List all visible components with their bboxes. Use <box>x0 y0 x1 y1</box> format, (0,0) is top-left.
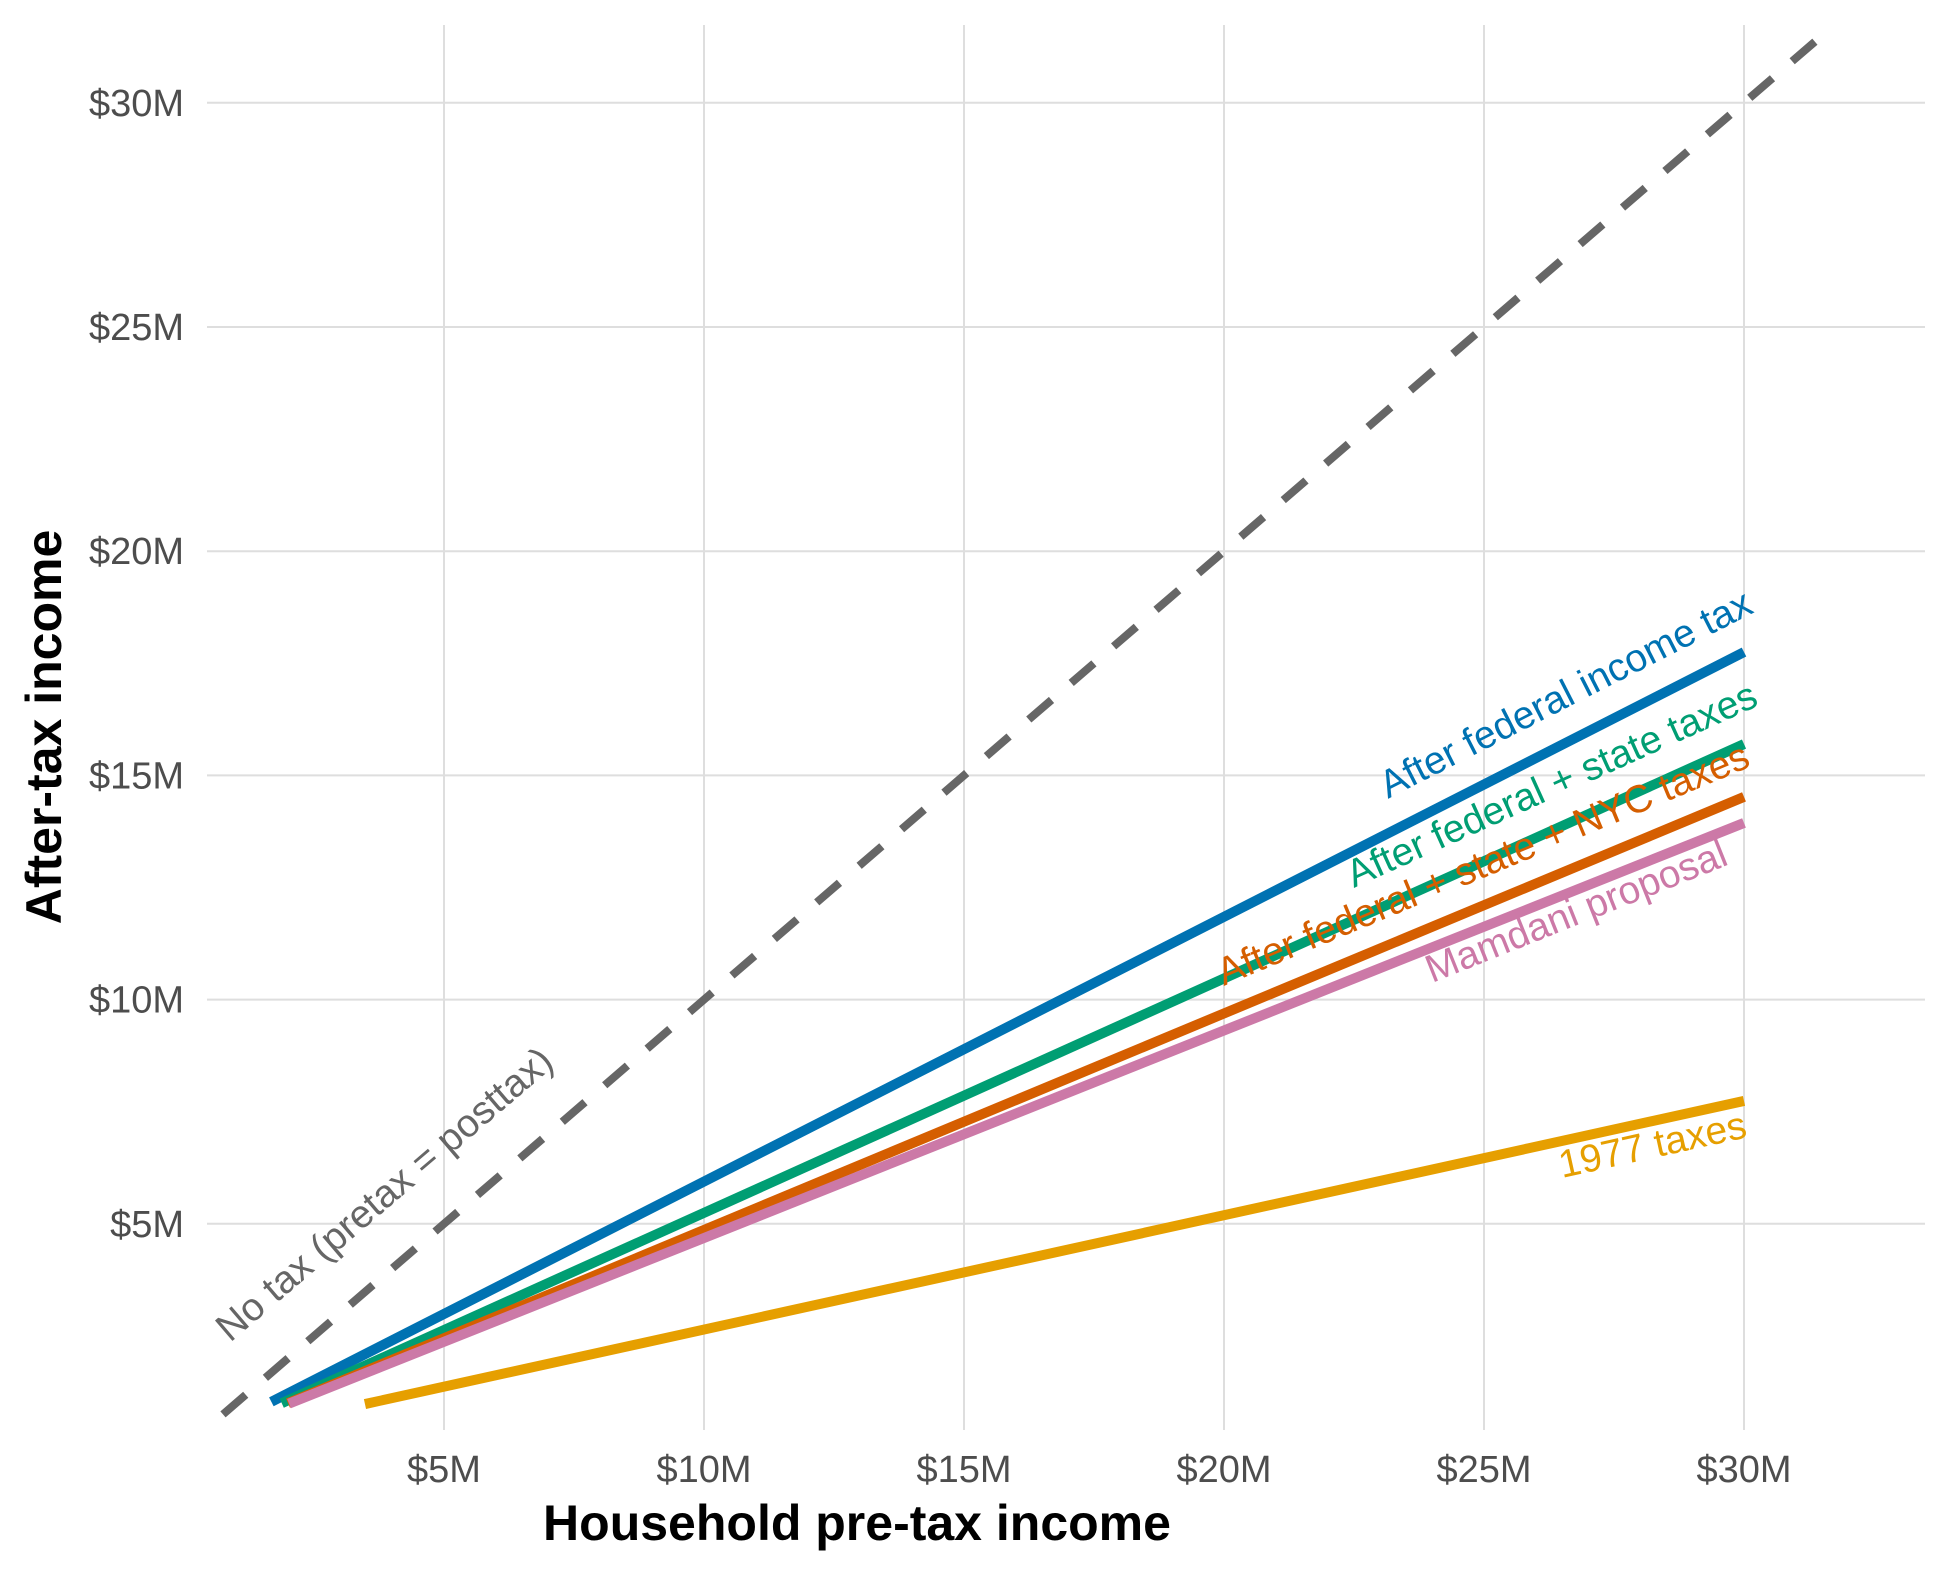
series-lines <box>220 32 1825 1418</box>
y-axis-ticks: $5M $10M $15M $20M $25M $30M <box>89 83 184 1246</box>
y-tick-label: $20M <box>89 531 184 573</box>
y-tick-label: $15M <box>89 755 184 797</box>
series-labels: No tax (pretax = posttax)After federal i… <box>208 581 1764 1349</box>
x-tick-label: $10M <box>656 1449 751 1491</box>
series-line <box>287 818 1746 1409</box>
x-tick-label: $30M <box>1696 1449 1791 1491</box>
y-tick-label: $10M <box>89 980 184 1022</box>
y-tick-label: $25M <box>89 307 184 349</box>
series-line <box>269 647 1747 1407</box>
y-axis-title: After-tax income <box>16 530 72 925</box>
series-line <box>220 32 1825 1418</box>
x-tick-label: $25M <box>1436 1449 1531 1491</box>
y-tick-label: $5M <box>110 1204 184 1246</box>
x-tick-label: $15M <box>916 1449 1011 1491</box>
x-tick-label: $5M <box>407 1449 481 1491</box>
gridlines <box>207 25 1925 1430</box>
x-axis-title: Household pre-tax income <box>543 1495 1171 1551</box>
y-tick-label: $30M <box>89 83 184 125</box>
x-axis-ticks: $5M $10M $15M $20M $25M $30M <box>407 1449 1791 1491</box>
series-line <box>363 1096 1746 1409</box>
series-line <box>279 739 1747 1408</box>
x-tick-label: $20M <box>1176 1449 1271 1491</box>
